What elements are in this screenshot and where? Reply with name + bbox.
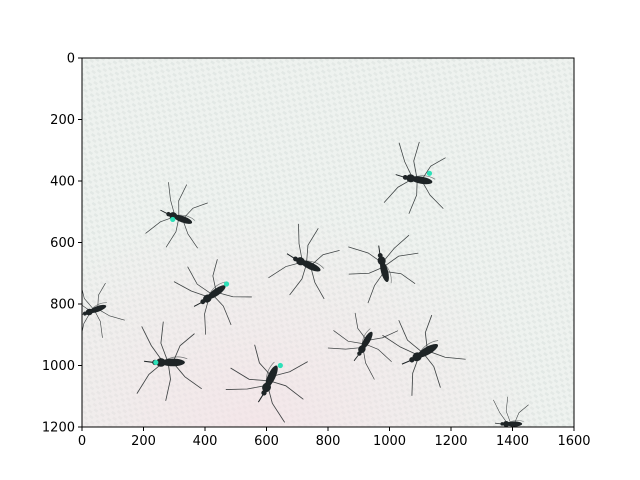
y-tick-label: 200	[50, 113, 75, 128]
marker-point	[170, 216, 176, 223]
y-tick-label: 400	[50, 175, 75, 190]
x-tick-label: 0	[78, 434, 86, 449]
x-tick-label: 600	[254, 434, 279, 449]
marker-point	[153, 359, 159, 366]
y-tick-label: 1200	[42, 421, 75, 436]
x-tick-label: 1000	[373, 434, 406, 449]
y-tick-label: 1000	[42, 359, 75, 374]
x-tick-label: 1200	[434, 434, 467, 449]
x-tick-label: 400	[193, 434, 218, 449]
y-tick-label: 800	[50, 298, 75, 313]
marker-point	[277, 362, 283, 369]
x-tick-label: 800	[316, 434, 341, 449]
y-axis: 0 200 400 600 800 1000 1200	[42, 52, 82, 436]
y-tick-label: 600	[50, 236, 75, 251]
x-tick-label: 1400	[496, 434, 529, 449]
pink-tint	[82, 58, 574, 427]
x-tick-label: 200	[131, 434, 156, 449]
marker-point	[223, 281, 230, 287]
y-tick-label: 0	[67, 52, 75, 67]
x-tick-label: 1600	[557, 434, 590, 449]
x-axis: 0 200 400 600 800 1000 1200 1400 1600	[78, 427, 591, 449]
marker-point	[426, 170, 433, 176]
image-area	[82, 58, 574, 427]
